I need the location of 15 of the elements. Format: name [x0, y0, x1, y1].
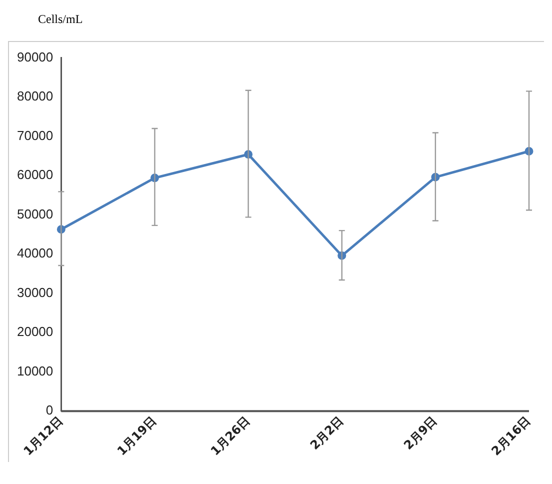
x-tick-label: 2月16日 — [488, 414, 534, 458]
y-tick-label: 70000 — [16, 128, 54, 143]
x-tick-label: 2月2日 — [308, 414, 346, 452]
y-tick-label: 60000 — [16, 167, 54, 182]
y-tick-label: 50000 — [16, 206, 54, 222]
y-tick-label: 80000 — [16, 88, 54, 104]
y-tick-label: 20000 — [16, 324, 54, 340]
chart-title: Cells/mL — [37, 11, 84, 28]
y-tick-label: 90000 — [16, 49, 54, 64]
x-tick-label: 1月26日 — [208, 414, 253, 458]
y-tick-label: 30000 — [16, 284, 54, 300]
x-tick-label: 2月9日 — [401, 414, 440, 452]
x-tick-label: 1月19日 — [114, 414, 160, 458]
y-tick-label: 10000 — [16, 363, 54, 378]
y-tick-label: 40000 — [16, 246, 54, 261]
